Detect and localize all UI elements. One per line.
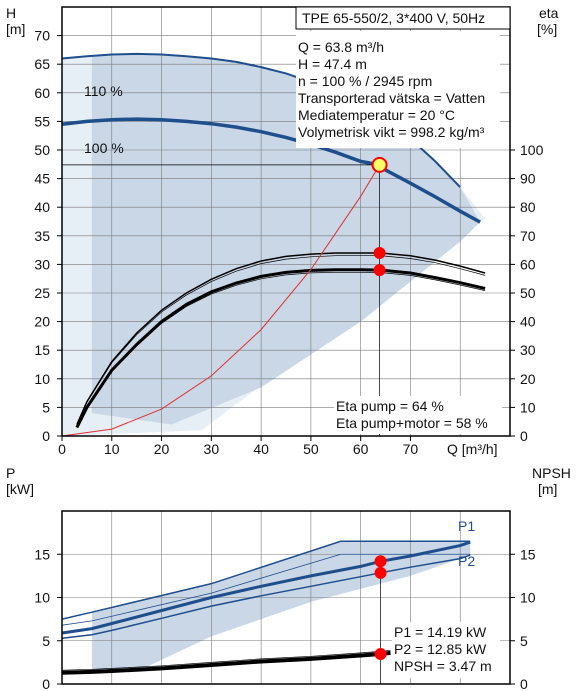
- eta-axis-name: eta: [539, 5, 559, 21]
- eta-pump-curve-band: [76, 255, 486, 425]
- x-tick-label: 70: [403, 441, 419, 457]
- eta-pump-label: Eta pump = 64 %: [336, 398, 444, 414]
- eta-tick-label: 60: [520, 256, 536, 272]
- eta-axis-unit: [%]: [537, 21, 557, 37]
- h-tick-label: 45: [34, 171, 50, 187]
- info-speed: n = 100 % / 2945 rpm: [298, 73, 432, 89]
- h-tick-label: 60: [34, 85, 50, 101]
- title-box: [295, 6, 511, 30]
- power-annotation-box: [392, 622, 500, 678]
- p1-marker: [374, 555, 387, 568]
- h-tick-label: 35: [34, 228, 50, 244]
- p2-upper-envelope: [61, 553, 471, 626]
- p-tick-label: 5: [42, 633, 50, 649]
- eta-tick-label: 30: [520, 342, 536, 358]
- upper-markers: [62, 156, 388, 436]
- eta-pump-marker: [373, 246, 386, 259]
- head-efficiency-panel: 0 10 20 30 40 50 60 70 0 5 10 15 20 25 30 35 40 45 50 55 60 6…: [6, 5, 559, 457]
- info-head: H = 47.4 m: [298, 56, 367, 72]
- q-axis-label: Q [m³/h]: [447, 441, 498, 457]
- eta-tick-label: 90: [520, 171, 536, 187]
- eta-pump-motor-curve: [75, 268, 486, 429]
- npsh-axis-unit: [m]: [538, 481, 557, 497]
- npsh-curve-band: [61, 649, 391, 671]
- power-npsh-panel: 0 5 10 15 0 5 10 15 P1 = 14.19 kW P2 = 12.85 kW…: [6, 465, 571, 691]
- speed-label-100: 100 %: [84, 140, 124, 156]
- p2-marker: [374, 566, 387, 579]
- h-tick-label: 10: [34, 371, 50, 387]
- p2-curve: [61, 554, 471, 639]
- x-tick-label: 10: [104, 441, 120, 457]
- x-tick-label: 50: [303, 441, 319, 457]
- h-tick-label: 15: [34, 342, 50, 358]
- eta-pump-motor-curve-band: [76, 271, 486, 428]
- x-tick-label: 30: [204, 441, 220, 457]
- eta-tick-label: 70: [520, 228, 536, 244]
- npsh-tick-label: 0: [520, 676, 528, 691]
- eta-tick-label: 80: [520, 199, 536, 215]
- h-tick-label: 40: [34, 199, 50, 215]
- h-tick-label: 55: [34, 113, 50, 129]
- p-tick-label: 0: [42, 676, 50, 691]
- npsh-tick-label: 15: [520, 546, 536, 562]
- npsh-value-label: NPSH = 3.47 m: [394, 658, 492, 674]
- p1-upper-envelope: [61, 540, 471, 620]
- info-temperature: Mediatemperatur = 20 °C: [298, 107, 455, 123]
- lower-markers: [374, 555, 387, 684]
- npsh-curve: [61, 650, 391, 675]
- npsh-tick-label: 5: [520, 633, 528, 649]
- x-tick-label: 40: [253, 441, 269, 457]
- x-tick-label: 0: [58, 441, 66, 457]
- eta-pump-curve: [76, 252, 486, 425]
- h-axis-unit: [m]: [6, 21, 25, 37]
- eta-pump-motor-marker: [373, 264, 386, 277]
- eta-tick-label: 20: [520, 371, 536, 387]
- p1-curve: [61, 540, 471, 635]
- eta-tick-label: 40: [520, 314, 536, 330]
- h-tick-label: 5: [42, 399, 50, 415]
- eta-pump-motor-label: Eta pump+motor = 58 %: [336, 415, 488, 431]
- x-tick-label: 60: [353, 441, 369, 457]
- p1-value-label: P1 = 14.19 kW: [394, 624, 487, 640]
- p-axis-name: P: [6, 465, 15, 481]
- pump-title: TPE 65-550/2, 3*400 V, 50Hz: [302, 10, 485, 26]
- h-tick-label: 65: [34, 56, 50, 72]
- info-liquid: Transporterad vätska = Vatten: [298, 90, 485, 106]
- lower-curves: [61, 540, 471, 675]
- p2-value-label: P2 = 12.85 kW: [394, 641, 487, 657]
- info-flow: Q = 63.8 m³/h: [298, 39, 384, 55]
- info-box: [296, 31, 500, 148]
- eta-annotation-box: [334, 396, 502, 434]
- h-tick-label: 20: [34, 314, 50, 330]
- p-tick-label: 15: [34, 546, 50, 562]
- eta-tick-label: 100: [520, 142, 544, 158]
- h-tick-label: 50: [34, 142, 50, 158]
- p-tick-label: 10: [34, 590, 50, 606]
- p2-curve-label: P2: [458, 553, 475, 569]
- h-tick-label: 70: [34, 28, 50, 44]
- speed-label-110: 110 %: [84, 83, 123, 99]
- h-tick-label: 30: [34, 256, 50, 272]
- h-tick-label: 0: [42, 428, 50, 444]
- npsh-axis-name: NPSH: [532, 465, 571, 481]
- system-curve: [61, 164, 381, 437]
- upper-ticks: 0 10 20 30 40 50 60 70 0 5 10 15 20 25 30 35 40 45 50 55 60 6…: [34, 28, 543, 457]
- upper-plot-frame: [61, 6, 511, 437]
- h-axis-name: H: [6, 5, 16, 21]
- p1-curve-label: P1: [458, 518, 475, 534]
- eta-tick-label: 50: [520, 285, 536, 301]
- head-curve-100: [61, 117, 481, 224]
- npsh-marker: [374, 647, 387, 660]
- lower-ticks: 0 5 10 15 0 5 10 15: [34, 546, 535, 691]
- npsh-tick-label: 10: [520, 590, 536, 606]
- p-axis-unit: [kW]: [6, 481, 34, 497]
- info-density: Volymetrisk vikt = 998.2 kg/m³: [298, 124, 485, 140]
- h-tick-label: 25: [34, 285, 50, 301]
- eta-tick-label: 10: [520, 399, 536, 415]
- eta-tick-label: 0: [520, 428, 528, 444]
- operating-point-marker: [371, 156, 388, 173]
- x-tick-label: 20: [154, 441, 170, 457]
